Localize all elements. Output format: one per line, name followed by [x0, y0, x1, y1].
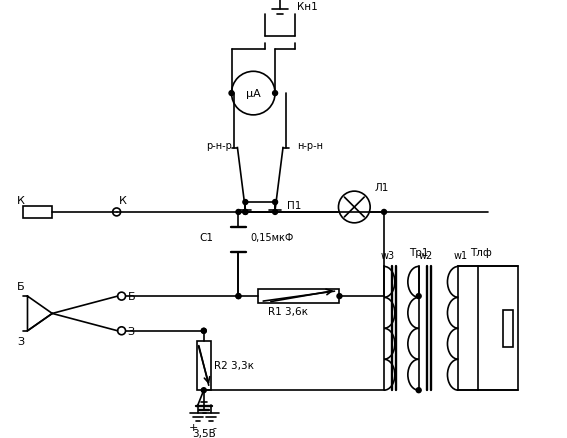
- Text: 3,5В: 3,5В: [192, 428, 216, 438]
- Bar: [197, 341, 211, 390]
- Circle shape: [229, 92, 234, 96]
- Text: 0,15мкФ: 0,15мкФ: [250, 233, 294, 243]
- Text: R1 3,6к: R1 3,6к: [268, 306, 308, 316]
- Circle shape: [416, 388, 421, 393]
- Circle shape: [273, 200, 278, 205]
- Text: К: К: [119, 196, 126, 205]
- Bar: [478, 267, 518, 390]
- Circle shape: [243, 210, 248, 215]
- Text: w3: w3: [381, 250, 395, 260]
- Bar: [503, 310, 513, 347]
- Text: -: -: [213, 422, 217, 432]
- Circle shape: [236, 294, 241, 299]
- Text: Тлф: Тлф: [470, 247, 492, 257]
- Circle shape: [382, 210, 387, 215]
- Text: w1: w1: [454, 250, 467, 260]
- Circle shape: [201, 328, 206, 333]
- Bar: [23, 206, 52, 219]
- Text: С1: С1: [200, 233, 214, 243]
- Text: З: З: [17, 336, 24, 346]
- Text: р-н-р: р-н-р: [206, 140, 232, 150]
- Circle shape: [201, 328, 206, 333]
- Text: Л1: Л1: [374, 183, 388, 193]
- Text: +: +: [189, 422, 198, 432]
- Text: н-р-н: н-р-н: [297, 140, 323, 150]
- Text: Б: Б: [17, 282, 24, 292]
- Text: П1: П1: [287, 201, 301, 211]
- Circle shape: [273, 92, 278, 96]
- Circle shape: [273, 210, 278, 215]
- Text: Тр1: Тр1: [409, 247, 429, 257]
- Circle shape: [236, 210, 241, 215]
- Circle shape: [243, 200, 248, 205]
- Text: З: З: [128, 326, 134, 336]
- Text: Б: Б: [128, 291, 135, 301]
- Circle shape: [201, 388, 206, 393]
- Circle shape: [416, 294, 421, 299]
- Bar: [258, 290, 340, 304]
- Circle shape: [243, 210, 248, 215]
- Circle shape: [236, 294, 241, 299]
- Circle shape: [337, 294, 342, 299]
- Text: w2: w2: [418, 250, 433, 260]
- Text: К: К: [16, 196, 24, 205]
- Text: R2 3,3к: R2 3,3к: [214, 360, 253, 371]
- Text: Кн1: Кн1: [297, 2, 318, 12]
- Text: μА: μА: [246, 89, 261, 99]
